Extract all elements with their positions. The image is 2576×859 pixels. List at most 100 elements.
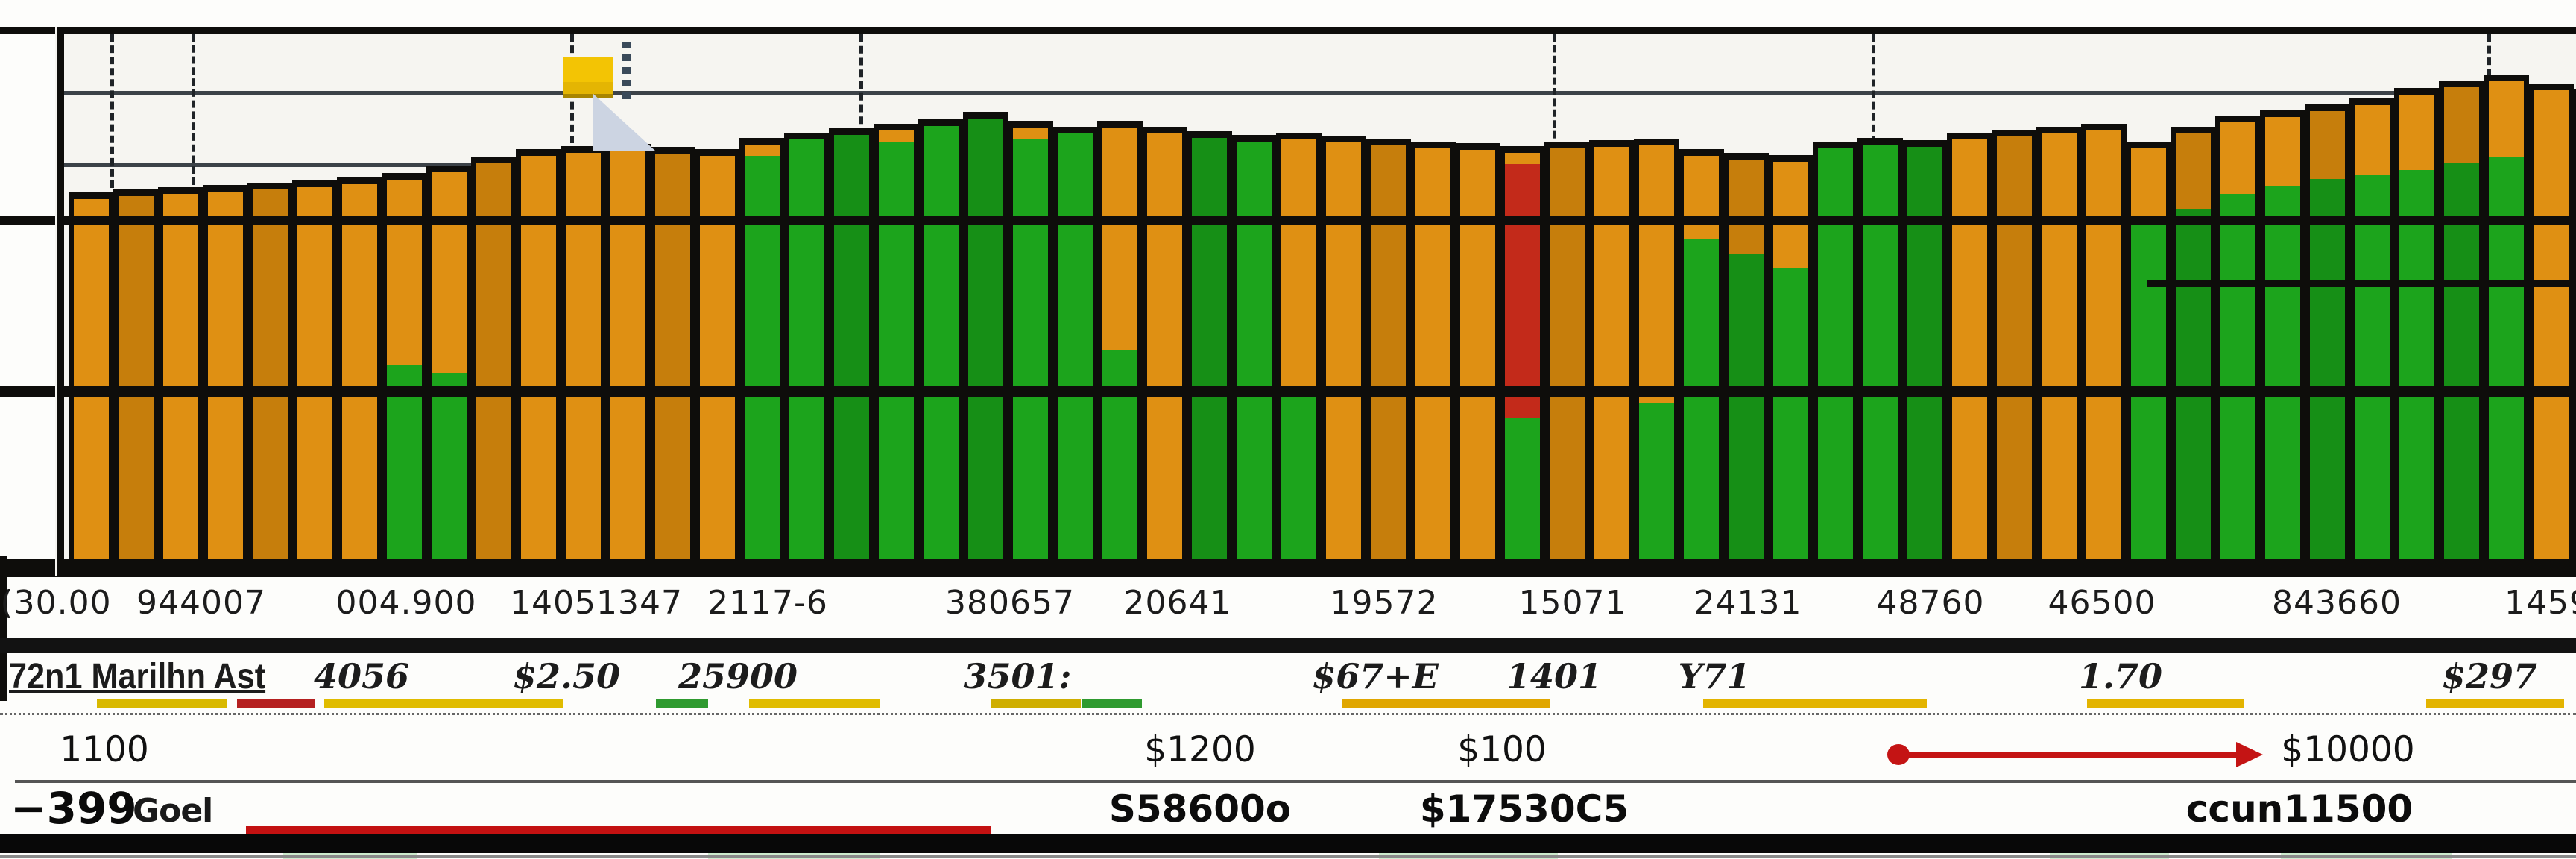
x-axis-label: 843660 <box>2272 584 2402 622</box>
row4-score-label: Goel <box>133 792 213 830</box>
underline-strip <box>97 699 227 708</box>
bar <box>1187 131 1232 568</box>
bar <box>2081 124 2127 568</box>
bar <box>1410 142 1456 568</box>
dotted-separator <box>0 713 2576 715</box>
x-axis-label: 1459 <box>2504 584 2576 622</box>
bar <box>69 192 114 568</box>
gridline-v-dashed <box>110 34 114 188</box>
x-axis-label: 24131 <box>1693 584 1802 622</box>
row2-left-text: 72n1 Marilhn Ast <box>9 657 266 696</box>
bottom-black-band <box>0 834 2576 853</box>
bar <box>963 112 1008 568</box>
bar-cap <box>745 145 780 156</box>
underline-strip <box>1703 699 1927 708</box>
bar <box>2573 89 2576 568</box>
bar <box>1231 135 1277 568</box>
bar <box>739 138 785 568</box>
gridline-v-dashed <box>859 34 863 136</box>
bar <box>337 177 382 568</box>
x-axis-label: 48760 <box>1876 584 1985 622</box>
bar <box>2126 142 2171 568</box>
bar <box>1723 153 1769 568</box>
gridline-v-dashed <box>1872 34 1875 143</box>
highlight-block <box>564 57 613 98</box>
underline-strip <box>237 699 315 708</box>
bar <box>1857 138 1903 568</box>
row2-value: 1401 <box>1506 656 1603 696</box>
x-axis-label: 15071 <box>1518 584 1627 622</box>
arrow-head <box>2236 742 2263 767</box>
gridline-v-dashed <box>192 34 195 185</box>
row4-value: $17530C5 <box>1419 787 1629 831</box>
bar <box>695 149 740 568</box>
row2-value: Y71 <box>1678 656 1751 696</box>
chart-left-axis <box>55 27 64 576</box>
arrow-tail-dot <box>1887 744 1910 765</box>
bar-upper <box>2310 111 2345 179</box>
bar <box>1366 139 1411 568</box>
red-underline <box>246 826 991 834</box>
bar-upper <box>1102 128 1137 350</box>
bar <box>1992 130 2037 568</box>
bar <box>1008 121 1053 568</box>
bar <box>2215 116 2261 568</box>
bar <box>426 166 472 568</box>
row2-value: $2.50 <box>512 656 621 696</box>
bar <box>2528 84 2574 568</box>
bar <box>292 180 338 568</box>
chart-top-border <box>0 27 2576 34</box>
row2-value: $297 <box>2441 656 2538 696</box>
bar-upper <box>2131 148 2166 224</box>
bar-upper <box>2444 87 2479 163</box>
bar <box>2394 88 2440 568</box>
bar <box>874 124 919 568</box>
row4-value: ccun11500 <box>2185 787 2414 831</box>
bar <box>2260 110 2305 568</box>
x-axis-label: 20641 <box>1123 584 1232 622</box>
row3-value: $1200 <box>1144 729 1256 770</box>
bar <box>1052 127 1098 568</box>
bar <box>1142 127 1187 568</box>
bar <box>561 146 606 568</box>
bar-upper <box>2399 95 2434 170</box>
x-axis-label: 944007 <box>136 584 266 622</box>
bar <box>1500 146 1545 568</box>
bar <box>1679 149 1724 568</box>
bar <box>829 128 874 568</box>
bar <box>918 119 964 568</box>
marker-glyph <box>622 42 631 100</box>
bar <box>2305 104 2350 568</box>
underline-strip <box>2087 699 2244 708</box>
gray-rule <box>15 780 2576 783</box>
underline-strip <box>991 699 1081 708</box>
bar <box>1902 140 1948 568</box>
bar-upper <box>1684 156 1719 239</box>
row3-value: $10000 <box>2281 729 2415 770</box>
bar <box>113 189 159 568</box>
underline-strip <box>324 699 563 708</box>
bar <box>1455 143 1500 568</box>
bar <box>2439 81 2484 568</box>
row3-value: $100 <box>1457 729 1547 770</box>
bar <box>1097 121 1143 568</box>
bar-upper <box>387 180 422 365</box>
x-axis-label: 2117-6 <box>707 584 828 622</box>
bar <box>158 187 203 568</box>
bar <box>382 173 427 568</box>
underline-strip <box>2426 699 2564 708</box>
bottom-rule <box>0 855 2576 858</box>
underline-strip <box>1082 699 1142 708</box>
bar-upper <box>1639 145 1674 403</box>
bar-upper <box>2355 105 2390 175</box>
underline-strip <box>656 699 708 708</box>
bar <box>605 144 651 568</box>
gridline-black-band <box>0 386 2576 397</box>
bar <box>471 157 517 568</box>
bar <box>2036 127 2082 568</box>
x-axis-label: 004.900 <box>335 584 477 622</box>
bar-upper <box>2489 81 2524 157</box>
bar-upper <box>1505 153 1540 418</box>
gridline-black-band <box>0 216 2576 225</box>
bar <box>1813 142 1858 568</box>
